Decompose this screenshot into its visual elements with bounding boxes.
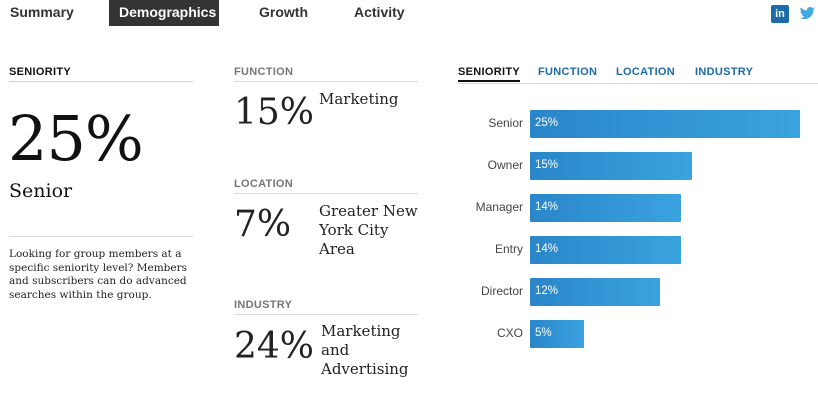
bar-category-label: Entry	[494, 242, 523, 256]
seniority-blurb: Looking for group members at a specific …	[9, 248, 188, 301]
bar-value-label: 12%	[535, 285, 559, 297]
seniority-top-percent: 25%	[8, 102, 144, 175]
bar-value-label: 15%	[535, 159, 559, 171]
bar[interactable]	[530, 194, 681, 222]
chart-tab-bar: SENIORITY FUNCTION LOCATION INDUSTRY	[458, 66, 818, 84]
twitter-icon[interactable]	[798, 4, 816, 22]
industry-heading: INDUSTRY	[234, 299, 418, 315]
bar[interactable]	[530, 110, 800, 138]
bar-row: CXO 5%	[458, 320, 818, 348]
bar-value-label: 14%	[535, 201, 559, 213]
bar-row: Manager 14%	[458, 194, 818, 222]
tab-growth[interactable]: Growth	[259, 4, 308, 20]
seniority-bar-chart: Senior 25% Owner 15% Manager 14% Entry 14% Direc…	[458, 100, 818, 360]
bar-category-label: CXO	[496, 326, 523, 340]
chart-tab-function[interactable]: FUNCTION	[538, 66, 598, 78]
tab-summary[interactable]: Summary	[10, 4, 74, 20]
bar-value-label: 25%	[535, 117, 559, 129]
chart-tab-location[interactable]: LOCATION	[616, 66, 676, 78]
bar-category-label: Owner	[487, 158, 523, 172]
location-label: Greater New York City Area	[319, 202, 418, 258]
function-heading: FUNCTION	[234, 66, 418, 82]
bar[interactable]	[530, 278, 660, 306]
divider	[9, 236, 193, 237]
bar-value-label: 5%	[535, 327, 552, 339]
tab-activity[interactable]: Activity	[354, 4, 405, 20]
bar[interactable]	[530, 152, 692, 180]
location-heading: LOCATION	[234, 178, 418, 194]
seniority-top-label: Senior	[9, 180, 73, 202]
bar-row: Owner 15%	[458, 152, 818, 180]
bar-category-label: Manager	[475, 200, 523, 214]
industry-percent: 24%	[234, 326, 315, 367]
bar-value-label: 14%	[535, 243, 559, 255]
bar-category-label: Director	[480, 284, 523, 298]
linkedin-icon[interactable]: in	[771, 5, 789, 23]
industry-label: Marketing and Advertising	[321, 322, 409, 378]
tab-demographics[interactable]: Demographics	[109, 0, 219, 26]
bar-row: Entry 14%	[458, 236, 818, 264]
function-percent: 15%	[234, 92, 315, 133]
bar[interactable]	[530, 236, 681, 264]
bar-row: Senior 25%	[458, 110, 818, 138]
bar-category-label: Senior	[488, 116, 523, 130]
bar[interactable]	[530, 320, 584, 348]
chart-tab-industry[interactable]: INDUSTRY	[695, 66, 754, 78]
tab-bar: Summary Demographics Growth Activity	[0, 0, 818, 26]
seniority-heading: SENIORITY	[9, 66, 193, 82]
chart-tab-seniority[interactable]: SENIORITY	[458, 66, 520, 82]
function-label: Marketing	[319, 90, 399, 108]
bar-row: Director 12%	[458, 278, 818, 306]
location-percent: 7%	[234, 204, 292, 245]
